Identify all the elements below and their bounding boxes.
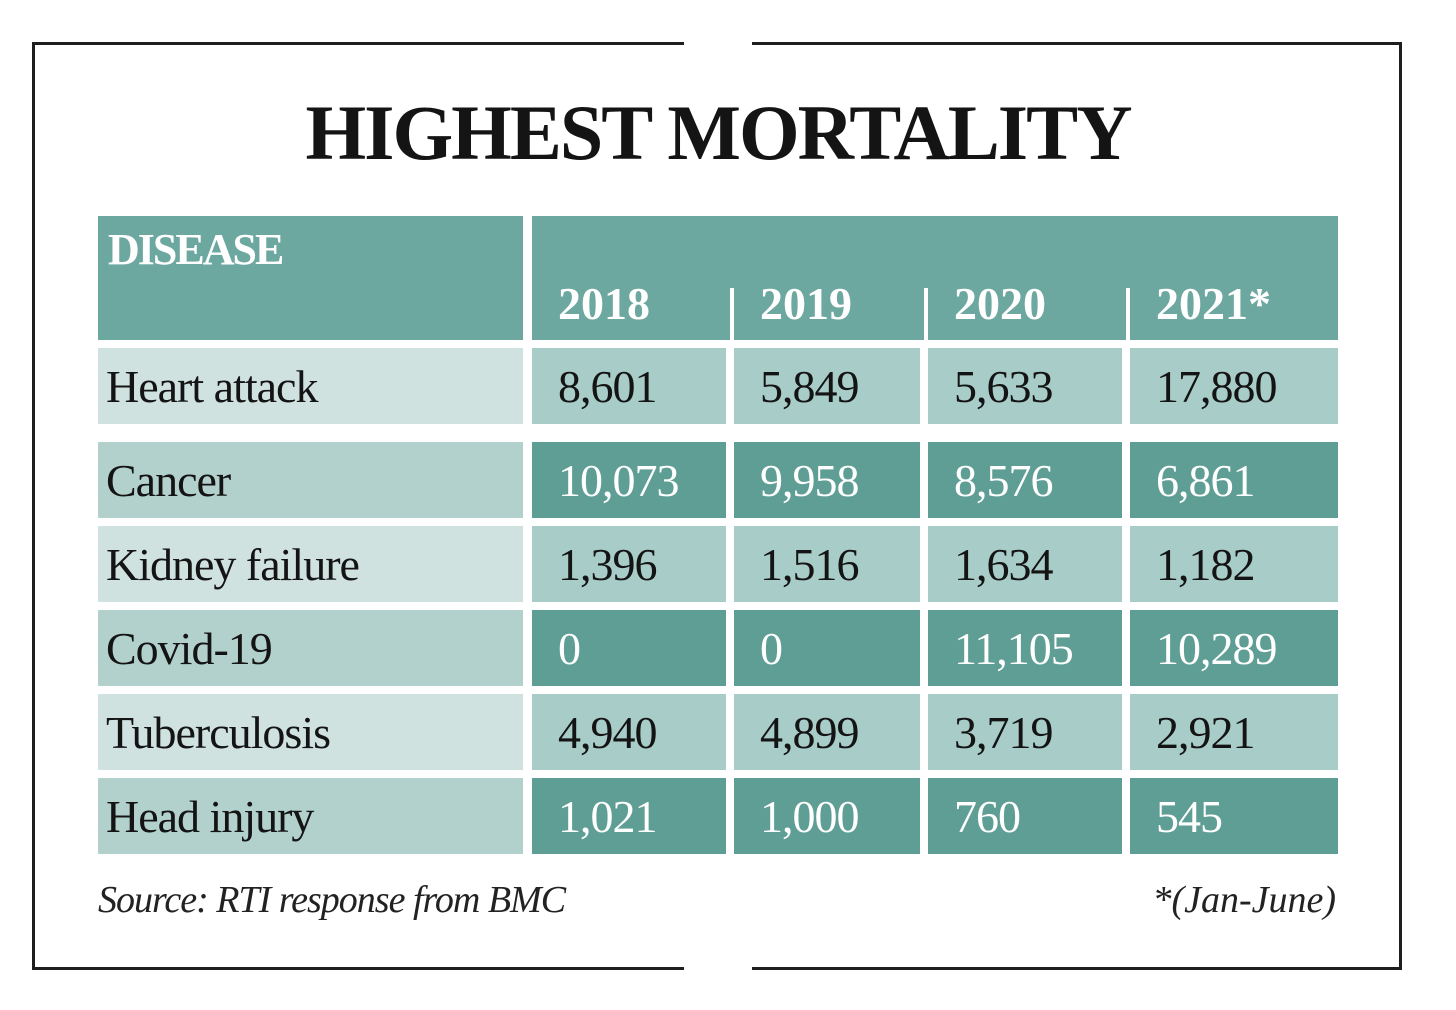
frame-bottom-right bbox=[752, 967, 1402, 970]
value-cell: 10,289 bbox=[1130, 610, 1338, 686]
column-header-year: 2021* bbox=[1130, 216, 1338, 340]
disease-name: Cancer bbox=[98, 442, 523, 518]
year-separator bbox=[730, 288, 734, 340]
frame-top-right bbox=[752, 42, 1402, 45]
disease-name: Head injury bbox=[98, 778, 523, 854]
value-cell: 8,576 bbox=[928, 442, 1122, 518]
value-cell: 17,880 bbox=[1130, 348, 1338, 424]
value-cell: 545 bbox=[1130, 778, 1338, 854]
value-cell: 1,000 bbox=[734, 778, 920, 854]
frame-right bbox=[1399, 42, 1402, 970]
value-cell: 8,601 bbox=[532, 348, 726, 424]
value-cell: 3,719 bbox=[928, 694, 1122, 770]
year-header-band: 2018 2019 2020 2021* bbox=[532, 216, 1338, 340]
frame-bottom-left bbox=[32, 967, 684, 970]
column-header-disease: DISEASE bbox=[98, 216, 523, 340]
disease-name: Heart attack bbox=[98, 348, 523, 424]
chart-title: HIGHEST MORTALITY bbox=[305, 89, 1132, 176]
value-cell: 1,396 bbox=[532, 526, 726, 602]
value-cell: 0 bbox=[734, 610, 920, 686]
value-cell: 5,633 bbox=[928, 348, 1122, 424]
disease-name: Kidney failure bbox=[98, 526, 523, 602]
value-cell: 0 bbox=[532, 610, 726, 686]
disease-name: Tuberculosis bbox=[98, 694, 523, 770]
column-header-year: 2020 bbox=[928, 216, 1122, 340]
year-separator bbox=[924, 288, 928, 340]
value-cell: 1,516 bbox=[734, 526, 920, 602]
column-header-year: 2019 bbox=[734, 216, 920, 340]
value-cell: 5,849 bbox=[734, 348, 920, 424]
footnote: *(Jan-June) bbox=[1152, 879, 1336, 921]
value-cell: 2,921 bbox=[1130, 694, 1338, 770]
value-cell: 4,899 bbox=[734, 694, 920, 770]
year-separator bbox=[1126, 288, 1130, 340]
value-cell: 1,182 bbox=[1130, 526, 1338, 602]
value-cell: 6,861 bbox=[1130, 442, 1338, 518]
frame-left bbox=[32, 42, 35, 970]
value-cell: 11,105 bbox=[928, 610, 1122, 686]
value-cell: 1,634 bbox=[928, 526, 1122, 602]
disease-name: Covid-19 bbox=[98, 610, 523, 686]
value-cell: 9,958 bbox=[734, 442, 920, 518]
column-header-year: 2018 bbox=[532, 216, 726, 340]
value-cell: 4,940 bbox=[532, 694, 726, 770]
value-cell: 760 bbox=[928, 778, 1122, 854]
frame-top-left bbox=[32, 42, 684, 45]
value-cell: 1,021 bbox=[532, 778, 726, 854]
value-cell: 10,073 bbox=[532, 442, 726, 518]
source-note: Source: RTI response from BMC bbox=[98, 879, 566, 921]
